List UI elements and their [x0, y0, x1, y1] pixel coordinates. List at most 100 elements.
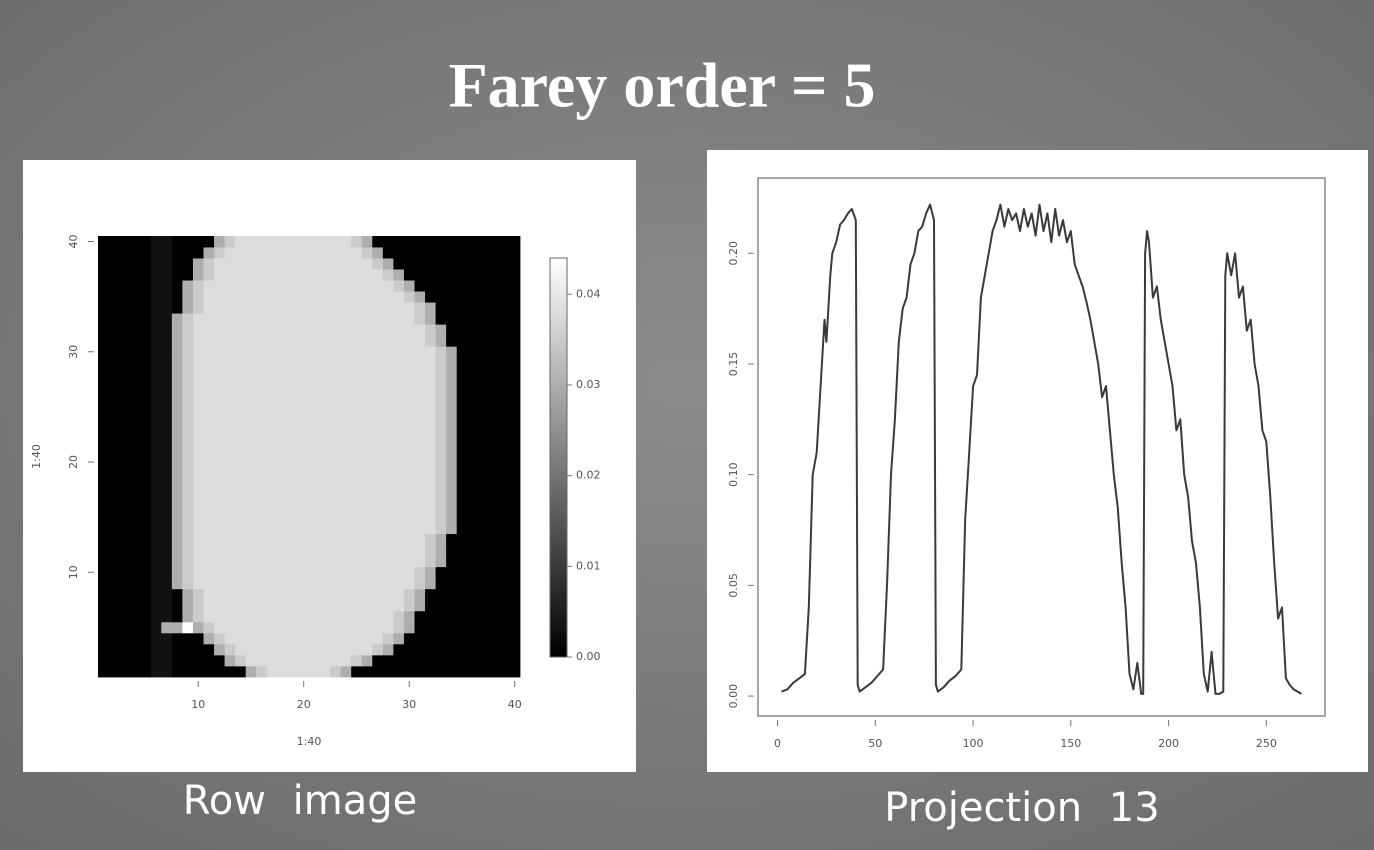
heat-cell: [193, 335, 204, 346]
heat-cell: [478, 545, 489, 556]
heat-cell: [509, 523, 520, 534]
heat-cell: [214, 600, 225, 611]
heat-cell: [499, 379, 510, 390]
heat-cell: [425, 324, 436, 335]
heat-cell: [415, 545, 426, 556]
heat-cell: [383, 412, 394, 423]
heat-cell: [172, 523, 183, 534]
heat-cell: [509, 578, 520, 589]
heat-cell: [204, 247, 215, 258]
heat-cell: [267, 589, 278, 600]
heat-cell: [415, 457, 426, 468]
heat-cell: [246, 523, 257, 534]
heat-cell: [267, 291, 278, 302]
heat-cell: [425, 479, 436, 490]
heat-cell: [393, 247, 404, 258]
heat-cell: [172, 468, 183, 479]
heat-cell: [119, 269, 130, 280]
heat-cell: [457, 534, 468, 545]
heat-cell: [341, 666, 352, 677]
heat-cell: [98, 611, 109, 622]
heat-cell: [320, 512, 331, 523]
heat-cell: [457, 655, 468, 666]
heat-cell: [341, 258, 352, 269]
heat-cell: [488, 666, 499, 677]
heat-cell: [457, 567, 468, 578]
heat-cell: [140, 468, 151, 479]
heat-cell: [288, 291, 299, 302]
heat-cell: [425, 390, 436, 401]
heat-cell: [393, 412, 404, 423]
heat-cell: [98, 534, 109, 545]
heat-cell: [109, 622, 120, 633]
heat-cell: [404, 335, 415, 346]
heat-cell: [298, 545, 309, 556]
heat-cell: [246, 556, 257, 567]
heat-cell: [225, 644, 236, 655]
heat-cell: [372, 357, 383, 368]
heat-cell: [478, 423, 489, 434]
heat-cell: [436, 512, 447, 523]
heat-cell: [172, 412, 183, 423]
heat-cell: [204, 501, 215, 512]
heat-cell: [277, 622, 288, 633]
heat-cell: [478, 412, 489, 423]
heat-cell: [140, 291, 151, 302]
heat-cell: [467, 545, 478, 556]
heat-cell: [425, 412, 436, 423]
heat-cell: [383, 523, 394, 534]
heat-cell: [182, 346, 193, 357]
heat-cell: [235, 545, 246, 556]
heat-cell: [130, 357, 141, 368]
heat-cell: [235, 468, 246, 479]
heat-cell: [256, 313, 267, 324]
heat-cell: [140, 534, 151, 545]
heat-cell: [119, 589, 130, 600]
heat-cell: [98, 523, 109, 534]
heat-cell: [214, 523, 225, 534]
heat-cell: [298, 368, 309, 379]
heat-cell: [267, 280, 278, 291]
heat-cell: [225, 302, 236, 313]
y-tick-label: 40: [67, 235, 80, 249]
heat-cell: [330, 666, 341, 677]
heat-cell: [351, 357, 362, 368]
heat-cell: [425, 280, 436, 291]
heat-cell: [277, 512, 288, 523]
heat-cell: [488, 479, 499, 490]
heat-cell: [383, 611, 394, 622]
heat-cell: [488, 368, 499, 379]
heat-cell: [256, 578, 267, 589]
heat-cell: [309, 357, 320, 368]
heat-cell: [351, 423, 362, 434]
heat-cell: [341, 479, 352, 490]
heat-cell: [330, 534, 341, 545]
heat-cell: [298, 379, 309, 390]
heat-cell: [298, 512, 309, 523]
heat-cell: [288, 324, 299, 335]
heat-cell: [383, 578, 394, 589]
heat-cell: [383, 434, 394, 445]
heat-cell: [204, 622, 215, 633]
heat-cell: [309, 567, 320, 578]
heat-cell: [182, 291, 193, 302]
heat-cell: [225, 379, 236, 390]
heat-cell: [351, 545, 362, 556]
heat-cell: [509, 401, 520, 412]
heat-cell: [509, 335, 520, 346]
heat-cell: [383, 567, 394, 578]
heat-cell: [351, 324, 362, 335]
heat-cell: [246, 644, 257, 655]
heat-cell: [393, 423, 404, 434]
heat-cell: [298, 457, 309, 468]
heat-cell: [383, 258, 394, 269]
heat-cell: [488, 401, 499, 412]
heat-cell: [425, 357, 436, 368]
heat-cell: [246, 368, 257, 379]
heat-cell: [119, 468, 130, 479]
heat-cell: [467, 479, 478, 490]
heat-cell: [109, 324, 120, 335]
heat-cell: [225, 335, 236, 346]
heat-cell: [499, 490, 510, 501]
heat-cell: [425, 302, 436, 313]
